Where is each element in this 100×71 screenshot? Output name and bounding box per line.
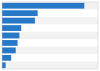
bars <box>2 3 84 68</box>
row-background <box>2 32 98 39</box>
bar <box>2 3 84 9</box>
plot-frame <box>2 2 98 69</box>
chart-container <box>0 0 100 71</box>
row-background <box>2 47 98 54</box>
row-background <box>2 17 98 24</box>
row-backgrounds <box>2 2 98 69</box>
bar <box>2 40 18 46</box>
bar <box>2 25 21 31</box>
row-background <box>2 62 98 69</box>
bar <box>2 55 11 61</box>
bar <box>2 47 16 53</box>
bar <box>2 33 19 39</box>
bar <box>2 10 38 16</box>
chart <box>0 0 100 71</box>
bar <box>2 18 35 24</box>
row-background <box>2 2 98 9</box>
bar <box>2 62 6 68</box>
